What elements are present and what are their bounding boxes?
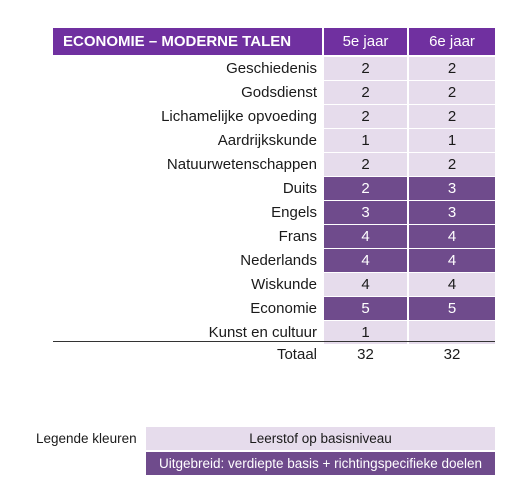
legend-title: Legende kleuren: [36, 431, 137, 446]
legend-basic-level: Leerstof op basisniveau: [146, 427, 495, 450]
subject-label: Kunst en cultuur: [208, 324, 317, 341]
hours-6e-jaar: 3: [409, 201, 495, 224]
hours-5e-jaar: 2: [324, 153, 407, 176]
hours-6e-jaar: 4: [409, 273, 495, 296]
subject-label: Lichamelijke opvoeding: [161, 108, 317, 125]
hours-5e-jaar: 3: [324, 201, 407, 224]
hours-5e-jaar: 2: [324, 177, 407, 200]
table-title: ECONOMIE – MODERNE TALEN: [53, 28, 322, 55]
hours-5e-jaar: 4: [324, 225, 407, 248]
subject-label: Aardrijkskunde: [217, 132, 317, 149]
hours-6e-jaar: 4: [409, 249, 495, 272]
hours-6e-jaar: 5: [409, 297, 495, 320]
hours-5e-jaar: 1: [324, 321, 407, 344]
hours-6e-jaar: 2: [409, 105, 495, 128]
total-6e-jaar: 32: [443, 346, 461, 363]
subject-label: Engels: [271, 204, 317, 221]
subject-label: Frans: [278, 228, 317, 245]
total-5e-jaar: 32: [357, 346, 374, 363]
hours-5e-jaar: 2: [324, 57, 407, 80]
hours-6e-jaar: 2: [409, 81, 495, 104]
hours-6e-jaar: 2: [409, 57, 495, 80]
hours-5e-jaar: 2: [324, 105, 407, 128]
legend-extended-level: Uitgebreid: verdiepte basis + richtingsp…: [146, 452, 495, 475]
subject-label: Nederlands: [240, 252, 317, 269]
total-label: Totaal: [276, 346, 317, 363]
hours-6e-jaar: 1: [409, 129, 495, 152]
hours-6e-jaar: 3: [409, 177, 495, 200]
hours-5e-jaar: 4: [324, 249, 407, 272]
subject-label: Duits: [282, 180, 317, 197]
hours-6e-jaar: [409, 321, 495, 344]
subject-label: Geschiedenis: [226, 60, 317, 77]
hours-6e-jaar: 4: [409, 225, 495, 248]
total-divider: [53, 341, 495, 342]
hours-5e-jaar: 2: [324, 81, 407, 104]
subject-label: Godsdienst: [241, 84, 317, 101]
subject-label: Wiskunde: [251, 276, 317, 293]
subject-label: Economie: [250, 300, 317, 317]
column-header-5e-jaar: 5e jaar: [324, 28, 407, 55]
subject-label: Natuurwetenschappen: [166, 156, 317, 173]
hours-5e-jaar: 5: [324, 297, 407, 320]
hours-5e-jaar: 1: [324, 129, 407, 152]
column-header-6e-jaar: 6e jaar: [409, 28, 495, 55]
hours-5e-jaar: 4: [324, 273, 407, 296]
hours-6e-jaar: 2: [409, 153, 495, 176]
